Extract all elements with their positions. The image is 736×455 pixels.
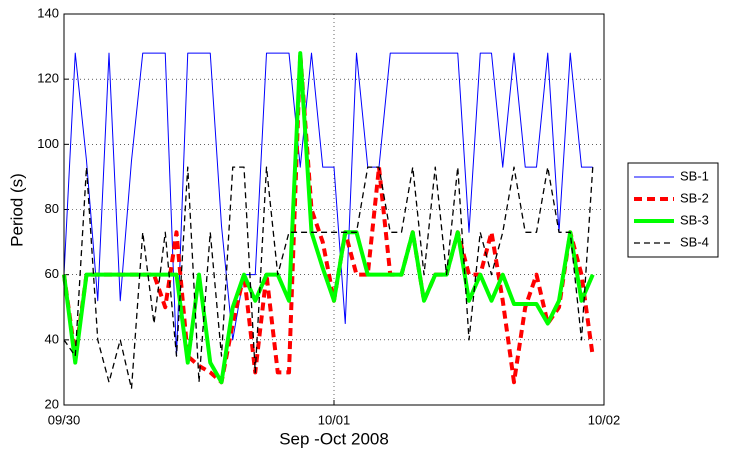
legend-label: SB-1: [680, 168, 709, 183]
y-tick-label: 100: [37, 136, 59, 151]
series-line: [63, 52, 593, 357]
legend-box: [627, 162, 719, 258]
x-axis-label: Sep -Oct 2008: [279, 429, 389, 448]
x-tick-label: 10/01: [318, 412, 351, 427]
series-line: [62, 51, 595, 385]
legend-label: SB-4: [680, 234, 709, 249]
plot-frame: [63, 13, 605, 406]
y-tick-label: 60: [45, 266, 59, 281]
y-tick-label: 20: [45, 396, 59, 411]
series-line: [62, 51, 595, 385]
y-tick-label: 80: [45, 201, 59, 216]
y-tick-label: 120: [37, 71, 59, 86]
x-tick-label: 09/30: [48, 412, 81, 427]
legend-label: SB-2: [680, 190, 709, 205]
x-tick-label: 10/02: [588, 412, 621, 427]
series-line: [63, 166, 594, 390]
legend-label: SB-3: [680, 212, 709, 227]
y-tick-label: 40: [45, 331, 59, 346]
y-tick-label: 140: [37, 5, 59, 20]
plot-area: [64, 14, 604, 405]
y-axis-label: Period (s): [7, 173, 26, 247]
